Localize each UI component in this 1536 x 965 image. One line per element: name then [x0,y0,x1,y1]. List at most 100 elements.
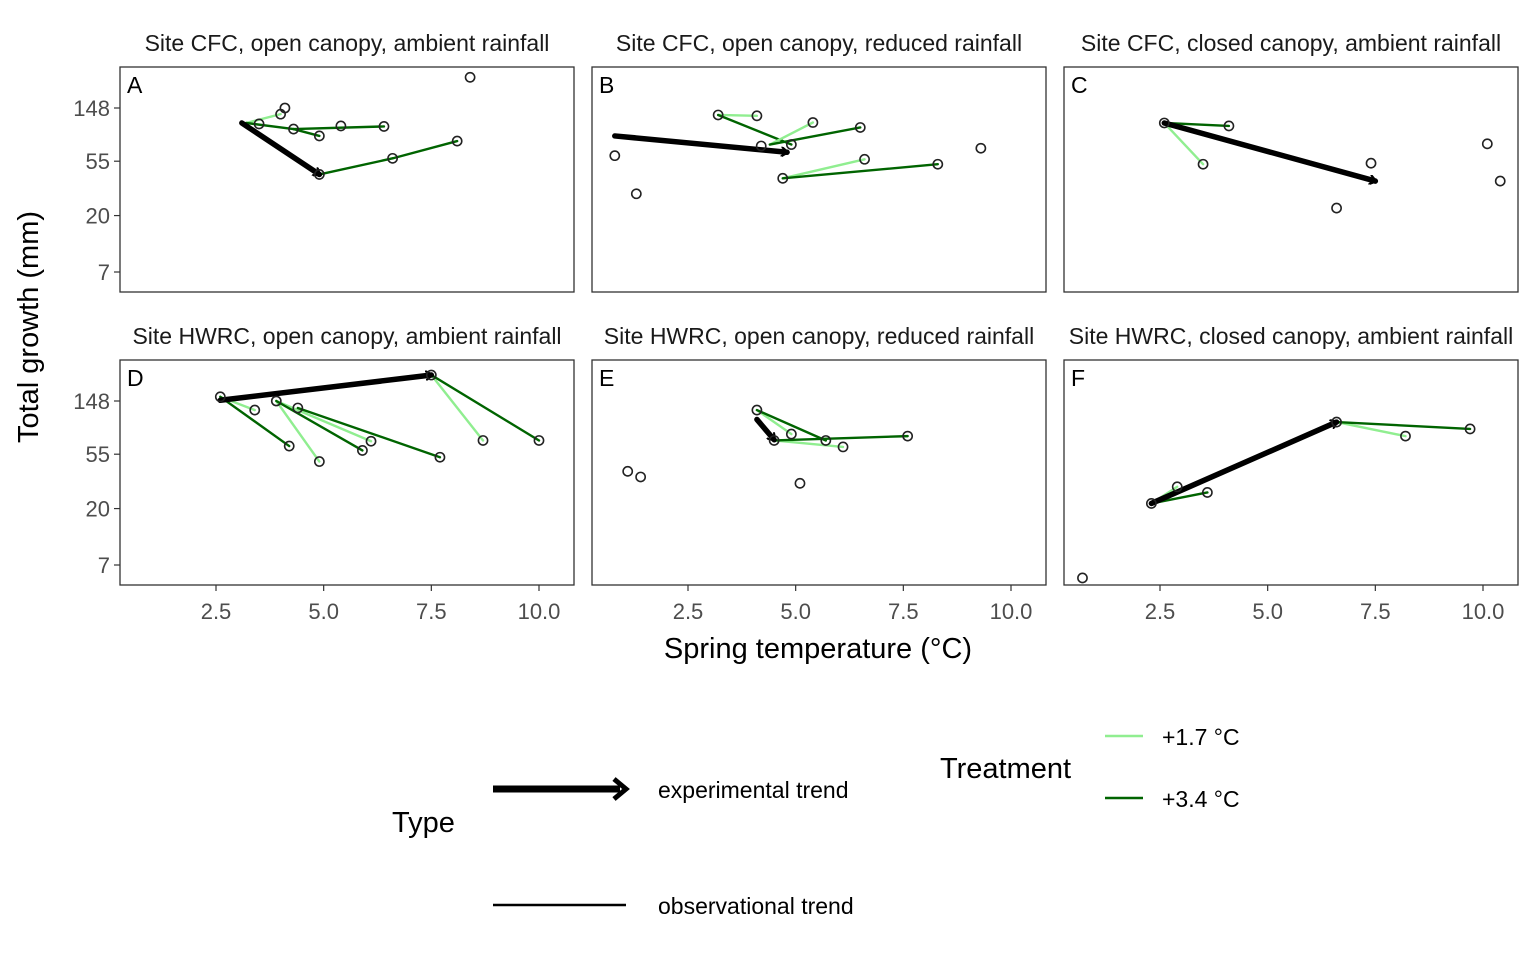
legend-experimental-label: experimental trend [658,777,849,803]
observational-trend-line [755,408,828,442]
data-point [1331,202,1342,214]
data-point [820,435,832,446]
data-point [378,121,390,132]
y-tick-label: 7 [98,260,110,285]
x-tick-label: 2.5 [673,599,704,624]
observational-trend-line [1163,121,1205,166]
observational-trend-line [275,399,364,452]
x-tick-label: 7.5 [888,599,919,624]
data-point [768,435,780,446]
data-point [1077,572,1088,584]
x-tick-label: 10.0 [518,599,561,624]
data-point [464,71,476,83]
data-point [1223,120,1235,132]
data-point [785,428,797,440]
data-point [837,441,849,453]
data-point [1171,481,1183,493]
panel-frame [119,66,575,293]
data-point [451,135,463,147]
y-tick-label: 148 [73,96,110,121]
observational-trend-line [244,112,282,125]
data-point [751,404,763,416]
data-point [357,445,368,456]
y-tick-label: 7 [98,553,110,578]
observational-trend-line [430,373,485,442]
legend-observational-label: observational trend [658,893,854,919]
y-tick-label: 148 [73,389,110,414]
data-point [622,465,634,477]
data-point [1481,138,1493,150]
observational-trend-line [772,434,909,442]
experimental-trend-arrow [1161,120,1375,181]
observational-trend-line [781,163,939,180]
panel-frame [1063,66,1519,293]
data-point [609,150,621,162]
data-point [249,404,261,416]
observational-trend-line [430,373,541,442]
legend-type: Type experimental trend observational tr… [392,777,854,919]
data-point [794,477,806,489]
data-point [270,395,282,407]
observational-trend-line [391,139,459,160]
data-point [1158,117,1170,129]
observational-trend-line [768,121,815,146]
panel-title: Site HWRC, open canopy, ambient rainfall [132,323,561,349]
data-point [630,188,642,200]
panel-F: Site HWRC, closed canopy, ambient rainfa… [1063,323,1519,624]
panel-E: Site HWRC, open canopy, reduced rainfall… [591,323,1047,624]
data-point [288,123,299,135]
panel-letter: B [599,72,614,98]
panel-letter: E [599,365,614,391]
data-point [434,451,446,463]
panel-letter: C [1071,72,1088,98]
panel-letter: A [127,72,143,98]
x-tick-label: 2.5 [201,599,232,624]
data-point [292,402,304,414]
x-tick-label: 7.5 [1360,599,1391,624]
x-tick-label: 5.0 [1252,599,1283,624]
experimental-trend-arrow [217,375,431,404]
legend-type-title: Type [392,807,455,839]
x-tick-label: 7.5 [416,599,447,624]
panel-title: Site CFC, closed canopy, ambient rainfal… [1081,30,1501,56]
panel-title: Site HWRC, closed canopy, ambient rainfa… [1069,323,1513,349]
data-point [854,122,866,133]
x-tick-label: 10.0 [990,599,1033,624]
legend-treatment-light-label: +1.7 °C [1162,724,1240,750]
data-point [1365,157,1377,169]
observational-trend-line [1335,420,1407,438]
data-point [1145,498,1157,509]
data-point [932,158,944,170]
data-point [253,118,265,130]
facet-panels: Site CFC, open canopy, ambient rainfallA… [73,30,1519,624]
panel-letter: F [1071,365,1085,391]
panel-title: Site CFC, open canopy, ambient rainfall [145,30,550,56]
data-point [1201,487,1213,498]
x-axis-label: Spring temperature (°C) [664,633,972,665]
data-point [214,391,226,403]
data-point [335,120,347,132]
panel-frame [1063,359,1519,586]
data-point [902,430,914,442]
x-tick-label: 2.5 [1145,599,1176,624]
y-axis-label: Total growth (mm) [13,211,45,443]
y-tick-label: 55 [86,149,110,174]
legend-treatment-dark-label: +3.4 °C [1162,786,1240,812]
y-tick-label: 55 [86,442,110,467]
panel-letter: D [127,365,144,391]
panel-A: Site CFC, open canopy, ambient rainfallA… [73,30,575,293]
observational-trend-line [292,125,386,131]
observational-trend-line [768,126,862,146]
panel-title: Site HWRC, open canopy, reduced rainfall [604,323,1034,349]
observational-trend-line [1335,420,1472,431]
data-point [313,130,325,142]
data-point [283,440,295,452]
data-point [425,369,437,381]
data-point [1464,423,1476,435]
experimental-trend-arrow [1148,422,1340,507]
panel-frame [591,359,1047,586]
legend-treatment-title: Treatment [940,753,1071,785]
legend-experimental-arrowhead [612,777,630,801]
observational-trend-line [219,395,291,448]
